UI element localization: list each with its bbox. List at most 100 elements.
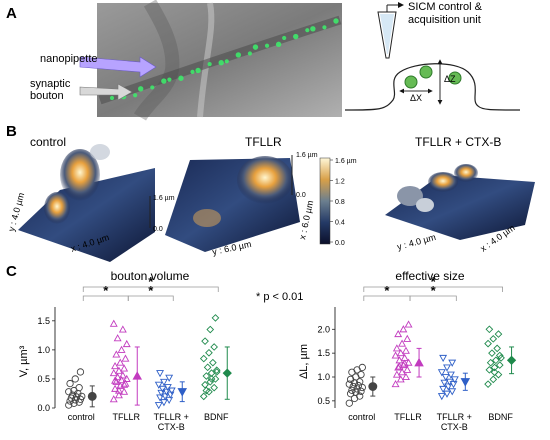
data-point <box>121 354 130 362</box>
data-point <box>118 325 127 333</box>
data-point <box>209 358 217 367</box>
fluorescent-punctum <box>310 26 316 32</box>
data-point <box>489 375 498 384</box>
nanopipette-label: nanopipette <box>40 53 98 65</box>
data-point <box>356 392 364 400</box>
chart-title: effective size <box>395 269 464 283</box>
data-point <box>202 386 211 395</box>
data-point <box>346 390 355 398</box>
fluorescent-punctum <box>333 18 339 24</box>
topography-map-tfllr-ctxb <box>385 164 535 240</box>
data-point <box>489 335 498 343</box>
data-point <box>349 382 357 391</box>
data-point <box>495 351 504 360</box>
data-point <box>404 320 413 328</box>
y-axis-label: V, µm³ <box>18 345 30 377</box>
map-title-tfllr: TFLLR <box>245 135 282 149</box>
data-point <box>111 376 120 384</box>
y-tick-label: 1.0 <box>37 345 50 355</box>
map-axis-y-tfllr-ctxb: y : 4.0 µm <box>396 232 437 252</box>
data-point <box>492 356 500 365</box>
category-label: control <box>68 412 95 422</box>
data-point <box>356 378 364 386</box>
data-point <box>199 354 208 363</box>
data-point <box>122 339 131 348</box>
data-point <box>114 391 123 399</box>
data-point <box>156 370 165 378</box>
fluorescent-punctum <box>150 85 155 90</box>
data-point <box>357 370 365 379</box>
map-scale-bottom-control: 0.0 <box>153 226 163 233</box>
fluorescent-punctum <box>293 33 299 40</box>
fluorescent-punctum <box>109 95 115 101</box>
fluorescent-punctum <box>282 35 287 41</box>
fluorescent-punctum <box>305 28 310 33</box>
data-point <box>345 380 353 388</box>
data-point <box>391 351 400 359</box>
map-scale-bottom-tfllr: 0.0 <box>296 192 306 199</box>
data-point <box>206 325 215 334</box>
mean-marker <box>132 371 143 380</box>
data-point <box>210 383 218 392</box>
data-point <box>65 388 73 396</box>
data-point <box>121 379 130 387</box>
data-point <box>207 375 216 383</box>
data-point <box>392 344 401 352</box>
data-point <box>485 366 494 374</box>
y-tick-label: 0.0 <box>37 403 50 413</box>
data-point <box>398 339 407 347</box>
data-point <box>448 388 457 396</box>
mean-marker <box>222 368 232 378</box>
fluorescent-punctum <box>235 52 242 58</box>
chart-title: bouton volume <box>111 269 190 283</box>
mean-marker <box>177 388 188 397</box>
data-point <box>66 379 74 388</box>
data-point <box>445 378 454 386</box>
data-point <box>112 350 121 358</box>
data-point <box>112 377 121 385</box>
data-point <box>394 363 403 371</box>
data-point <box>116 358 125 366</box>
data-point <box>156 394 165 402</box>
data-point <box>353 385 361 393</box>
data-point <box>118 371 127 379</box>
data-point <box>212 368 221 376</box>
data-point <box>120 380 129 388</box>
data-point <box>203 363 212 372</box>
data-point <box>485 325 494 334</box>
data-point <box>486 358 495 367</box>
data-point <box>114 366 123 374</box>
sicm-schematic <box>344 2 521 111</box>
significance-star: * <box>431 274 437 289</box>
fluorescent-punctum <box>322 25 327 30</box>
data-point <box>167 387 176 395</box>
data-point <box>400 359 409 367</box>
category-label: TFLLR <box>112 412 140 422</box>
sicm-unit-label: SICM control & acquisition unit <box>408 1 485 26</box>
fluorescent-punctum <box>195 67 201 74</box>
data-point <box>449 381 458 389</box>
fluorescent-punctum <box>207 61 212 67</box>
data-point <box>441 373 450 382</box>
delta-x-label: ΔX <box>410 93 422 103</box>
data-point <box>494 330 503 338</box>
y-tick-label: 1.5 <box>37 316 50 326</box>
data-point <box>490 368 499 377</box>
data-point <box>205 387 213 396</box>
data-point <box>448 359 457 367</box>
mean-marker <box>414 357 424 367</box>
data-point <box>494 370 503 379</box>
data-point <box>403 334 412 342</box>
map-axis-x-tfllr: x : 6.0 µm <box>297 200 315 241</box>
fluorescent-punctum <box>137 86 144 92</box>
data-point <box>71 375 79 383</box>
data-point <box>439 385 448 394</box>
colorbar-tick-label: 1.2 <box>335 179 345 186</box>
micrograph <box>97 0 342 121</box>
data-point <box>117 345 126 353</box>
colorbar-tick-label: 0.0 <box>335 240 345 247</box>
significance-bracket <box>82 286 219 292</box>
data-point <box>165 396 174 404</box>
